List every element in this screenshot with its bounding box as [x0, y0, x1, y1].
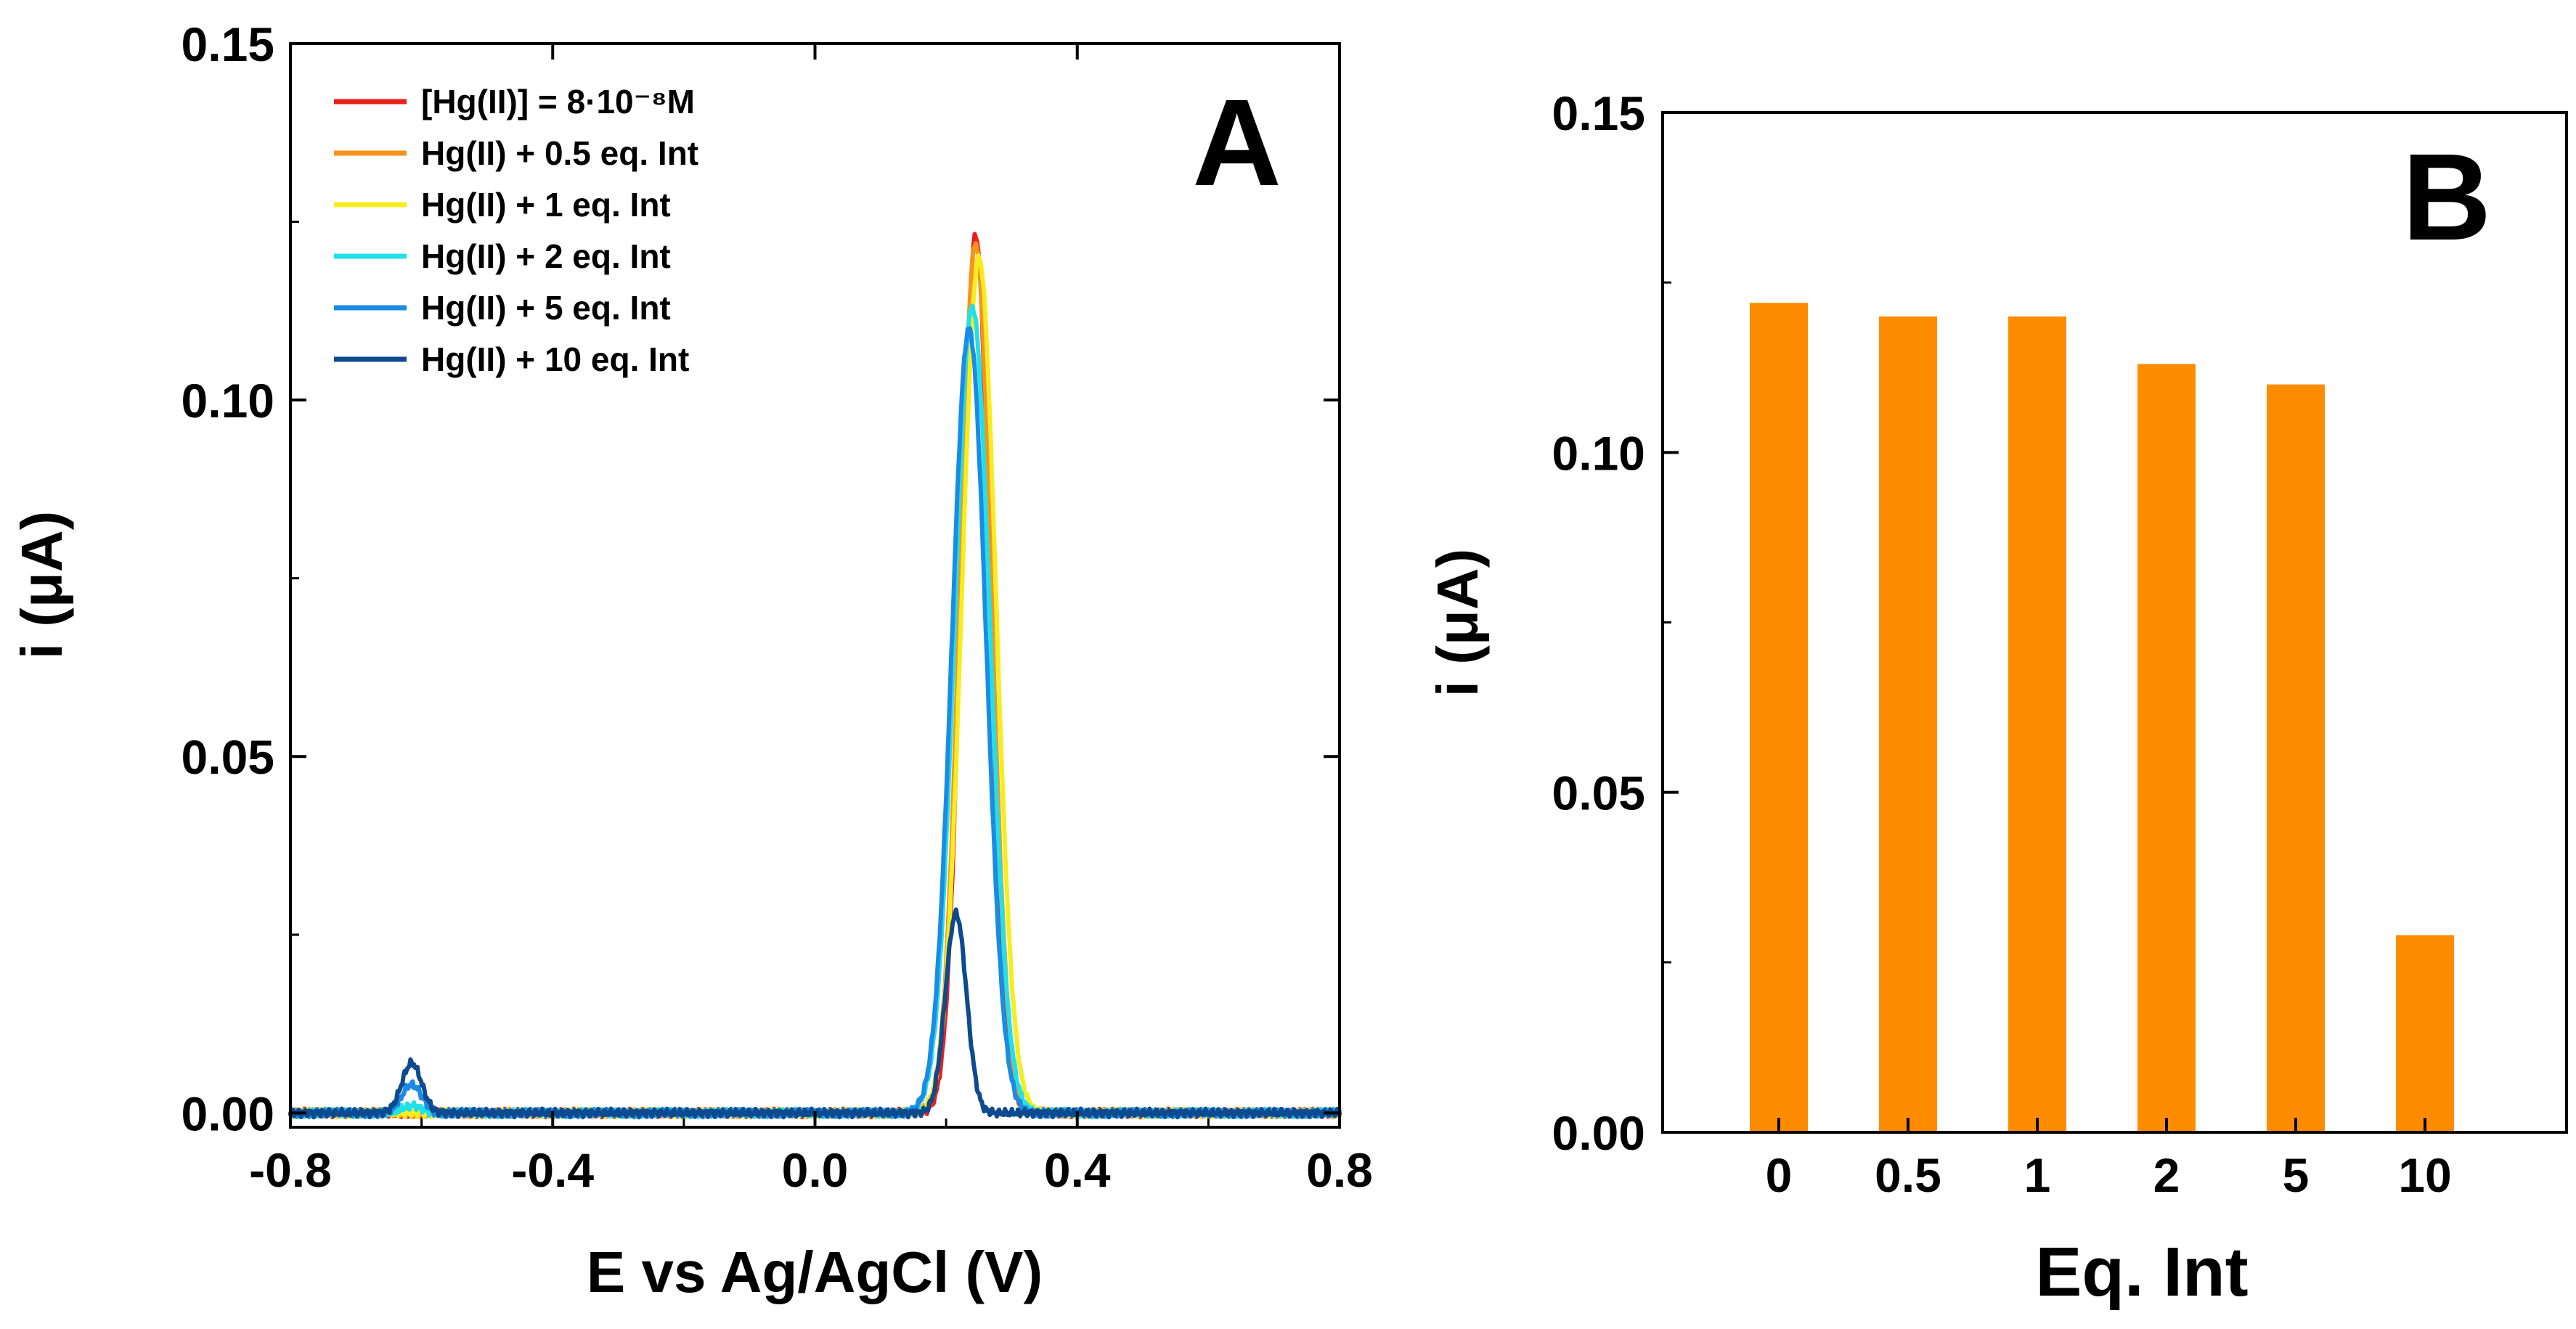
panel-b-y-tick-label: 0.05	[1552, 766, 1645, 820]
panel-a-y-tick-label: 0.10	[182, 374, 274, 428]
panel-a-series-curve	[288, 253, 1342, 1120]
panel-b-bar	[1879, 316, 1937, 1132]
panel-a-y-axis-title: i (μA)	[9, 511, 74, 659]
panel-a-y-tick-label: 0.15	[182, 17, 274, 71]
panel-a-legend-label: Hg(II) + 5 eq. Int	[421, 289, 671, 327]
panel-a-x-tick-label: 0.4	[1044, 1143, 1111, 1197]
panel-a-line-chart: -0.8 -0.4 0.0 0.4 0.8 0.00 0.05 0.10 0.15 [Hg(II…	[9, 17, 1373, 1304]
panel-a-legend-label: Hg(II) + 10 eq. Int	[421, 340, 689, 378]
panel-b-x-tick-label: 5	[2283, 1148, 2310, 1202]
panel-a-legend-label: Hg(II) + 0.5 eq. Int	[421, 134, 698, 172]
panel-a-label: A	[1192, 74, 1281, 212]
panel-a-legend-label: Hg(II) + 1 eq. Int	[421, 186, 671, 224]
panel-b-bar	[2137, 364, 2196, 1133]
panel-b-x-tick-label: 2	[2153, 1148, 2180, 1202]
panel-b-bars	[1750, 303, 2454, 1133]
panel-a-series-curve	[288, 907, 1342, 1120]
panel-b-x-axis-title: Eq. Int	[2035, 1233, 2248, 1311]
panel-a-x-axis-title: E vs Ag/AgCl (V)	[587, 1240, 1043, 1304]
panel-b-y-axis-title: i (μA)	[1425, 549, 1490, 697]
panel-a-legend: [Hg(II)] = 8·10⁻⁸M Hg(II) + 0.5 eq. Int Hg…	[334, 83, 698, 378]
panel-a-series-curve	[288, 326, 1342, 1120]
panel-b-bar	[2008, 316, 2066, 1132]
panel-b-bar-chart: 0 0.5 1 2 5 10 0.00 0.05 0.10 0.15 B Eq. Int i (μ…	[1425, 86, 2568, 1311]
panel-a-x-tick-label: -0.8	[249, 1143, 332, 1197]
panel-b-y-tick-label: 0.15	[1552, 86, 1645, 140]
panel-b-x-tick-label: 0.5	[1875, 1148, 1941, 1202]
panel-a-legend-label: Hg(II) + 2 eq. Int	[421, 237, 671, 275]
panel-b-x-tick-label: 0	[1766, 1148, 1793, 1202]
panel-a-y-tick-label: 0.05	[182, 730, 274, 784]
panel-b-y-tick-label: 0.10	[1552, 426, 1645, 480]
panel-a-y-tick-label: 0.00	[182, 1087, 274, 1140]
panel-a-series-curve	[288, 303, 1342, 1120]
panel-a-x-tick-label: 0.8	[1306, 1143, 1373, 1197]
panel-b-x-tick-label: 10	[2398, 1148, 2451, 1202]
panel-a-x-tick-label: 0.0	[782, 1143, 849, 1197]
panel-b-x-tick-label: 1	[2024, 1148, 2051, 1202]
panel-b-ticks: 0 0.5 1 2 5 10 0.00 0.05 0.10 0.15	[1552, 86, 2452, 1202]
panel-b-bar	[1750, 303, 1808, 1133]
panel-b-label: B	[2402, 128, 2492, 266]
panel-b-bar	[2267, 384, 2325, 1132]
panel-b-bar	[2396, 935, 2454, 1132]
panel-a-x-tick-label: -0.4	[511, 1143, 594, 1197]
panel-a-ticks: -0.8 -0.4 0.0 0.4 0.8 0.00 0.05 0.10 0.15	[182, 17, 1373, 1197]
panel-b-y-tick-label: 0.00	[1552, 1106, 1645, 1160]
panel-a-legend-label: [Hg(II)] = 8·10⁻⁸M	[421, 83, 695, 120]
